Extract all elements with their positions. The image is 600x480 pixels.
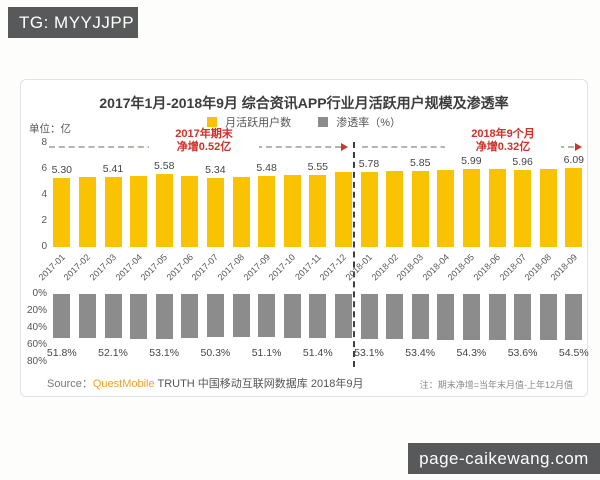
bar-penetration <box>488 294 506 340</box>
bar-value-label: 5.78 <box>358 157 380 170</box>
y-axis-tick-penetration: 0% <box>32 288 47 299</box>
bar-mau <box>181 176 199 247</box>
y-axis-tick-penetration: 40% <box>26 322 47 333</box>
source-line: Source：QuestMobile TRUTH 中国移动互联网数据库 2018… <box>47 375 363 391</box>
bar-value-label: 6.09 <box>563 153 585 166</box>
bar-value-label: 5.55 <box>307 160 329 173</box>
tg-channel-badge: TG: MYYJJPP <box>8 7 138 38</box>
bar-mau <box>565 167 583 247</box>
bar-penetration <box>565 294 583 341</box>
bar-penetration <box>411 294 429 340</box>
penetration-value-label: 50.3% <box>200 347 231 359</box>
bar-penetration <box>258 294 276 338</box>
bar-value-label: 5.30 <box>51 164 73 177</box>
bar-mau <box>130 175 148 247</box>
watermark-label: page-caikewang.com <box>419 449 589 468</box>
year-divider-dashed-line <box>353 142 355 367</box>
bar-value-label: 5.48 <box>256 161 277 174</box>
bar-mau <box>232 176 250 247</box>
plot-area: 2017年期末 净增0.52亿 2018年9个月 净增0.32亿 8 6 4 2 0 0%… <box>21 80 589 398</box>
y-axis-tick-mau: 0 <box>41 241 47 252</box>
source-description: TRUTH 中国移动互联网数据库 2018年9月 <box>154 378 364 390</box>
bar-penetration <box>514 294 532 340</box>
bar-penetration <box>78 294 96 339</box>
bar-mau <box>539 168 557 247</box>
y-axis-tick-mau: 8 <box>41 137 47 148</box>
y-axis-tick-mau: 2 <box>41 215 47 226</box>
penetration-value-label: 53.4% <box>405 347 436 359</box>
bar-mau <box>462 169 480 247</box>
y-axis-tick-mau: 6 <box>41 163 47 174</box>
y-axis-tick-penetration: 80% <box>26 356 47 367</box>
legend-label-mau: 月活跃用户数 <box>225 117 292 129</box>
y-axis-tick-penetration: 20% <box>26 305 47 316</box>
bar-value-label: 5.85 <box>409 156 431 169</box>
watermark-badge: page-caikewang.com <box>408 443 600 474</box>
penetration-value-label: 53.1% <box>354 347 384 359</box>
chart-legend: 月活跃用户数 渗透率（%） <box>21 114 587 130</box>
penetration-value-label: 51.4% <box>302 347 333 359</box>
bar-mau <box>360 171 378 247</box>
penetration-value-label: 54.5% <box>558 347 589 359</box>
bar-penetration <box>206 294 224 337</box>
bar-value-label: 5.34 <box>205 163 226 176</box>
penetration-value-label: 51.8% <box>46 347 77 359</box>
bar-mau <box>104 176 122 247</box>
bar-mau <box>309 174 327 247</box>
legend-swatch-penetration <box>318 117 329 127</box>
penetration-value-label: 53.6% <box>507 347 538 359</box>
bar-value-label: 5.99 <box>461 155 482 168</box>
penetration-value-label: 54.3% <box>456 347 487 359</box>
legend-swatch-mau <box>207 117 218 127</box>
bar-penetration <box>232 294 250 338</box>
legend-label-penetration: 渗透率（%） <box>336 117 401 129</box>
bar-mau <box>386 171 404 247</box>
bar-penetration <box>181 294 199 339</box>
bar-mau <box>258 175 276 247</box>
bar-value-label: 5.41 <box>102 162 124 175</box>
penetration-value-label: 51.1% <box>251 347 282 359</box>
bar-value-label: 5.58 <box>153 160 175 173</box>
bar-penetration <box>539 294 557 340</box>
y-axis-tick-penetration: 60% <box>26 339 47 350</box>
penetration-value-label: 52.1% <box>98 347 128 359</box>
bar-value-label: 5.96 <box>512 155 533 168</box>
bar-mau <box>53 178 71 247</box>
penetration-value-label: 53.1% <box>149 347 180 359</box>
bar-penetration <box>360 294 378 340</box>
chart-title: 2017年1月-2018年9月 综合资讯APP行业月活跃用户规模及渗透率 <box>99 95 509 111</box>
chart-footnote: 注：期末净增=当年末月值-上年12月值 <box>419 380 573 390</box>
legend-item-penetration: 渗透率（%） <box>318 114 401 130</box>
bar-mau <box>283 175 301 247</box>
bar-penetration <box>462 294 480 341</box>
source-prefix: Source： <box>47 378 93 390</box>
annotation-2017-net-increase: 2017年期末 净增0.52亿 <box>149 128 259 154</box>
chart-card: 2017年1月-2018年9月 综合资讯APP行业月活跃用户规模及渗透率 月活跃… <box>20 79 589 398</box>
bar-mau <box>334 171 352 247</box>
bar-penetration <box>309 294 327 338</box>
tg-channel-label: TG: MYYJJPP <box>19 13 135 32</box>
bar-penetration <box>155 294 173 340</box>
annotation-2018-net-increase: 2018年9个月 净增0.32亿 <box>445 128 561 154</box>
bar-mau <box>78 177 96 247</box>
y-axis-tick-mau: 4 <box>41 189 47 200</box>
period-arrow-2018-icon <box>575 143 582 151</box>
bar-penetration <box>437 294 455 340</box>
bar-penetration <box>283 294 301 338</box>
legend-item-mau: 月活跃用户数 <box>207 114 291 130</box>
bar-mau <box>514 169 532 247</box>
bar-penetration <box>53 294 71 339</box>
bar-penetration <box>130 294 148 339</box>
y-axis-unit-label: 单位：亿 <box>29 123 71 135</box>
bar-mau <box>206 177 224 247</box>
period-arrow-2017-icon <box>341 143 348 151</box>
bar-mau <box>488 169 506 247</box>
bar-mau <box>411 170 429 247</box>
bar-penetration <box>104 294 122 339</box>
bar-penetration <box>386 294 404 340</box>
source-brand: QuestMobile <box>92 378 155 390</box>
bar-mau <box>155 174 173 247</box>
bar-mau <box>437 170 455 247</box>
bar-penetration <box>334 294 352 339</box>
